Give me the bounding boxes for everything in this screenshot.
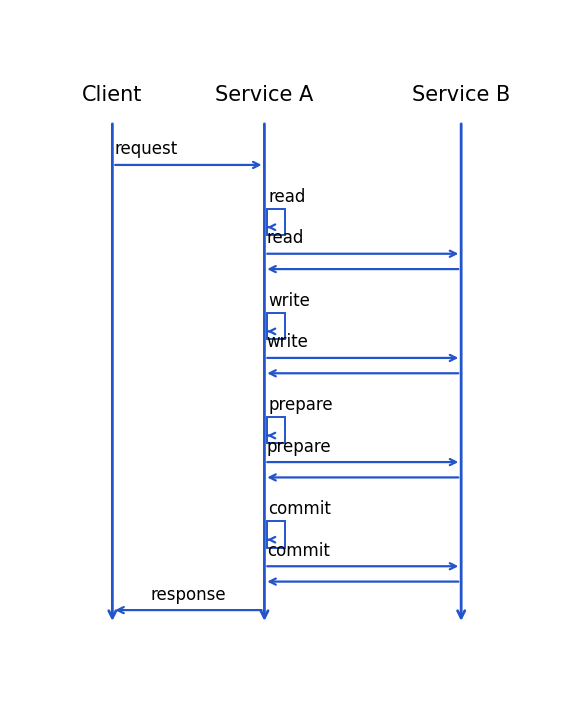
Bar [267,209,284,235]
Text: commit: commit [268,500,331,518]
Text: write: write [267,333,309,351]
Text: write: write [268,292,310,310]
Bar [267,313,284,340]
Text: Client: Client [82,85,143,105]
Text: prepare: prepare [268,396,333,414]
Bar [267,521,284,548]
Text: prepare: prepare [267,437,331,456]
Text: Service A: Service A [215,85,313,105]
Text: response: response [151,585,226,604]
Text: read: read [267,229,304,247]
Text: request: request [115,140,178,158]
Text: read: read [268,187,306,206]
Text: commit: commit [267,542,329,560]
Text: Service B: Service B [412,85,510,105]
Bar [267,417,284,444]
